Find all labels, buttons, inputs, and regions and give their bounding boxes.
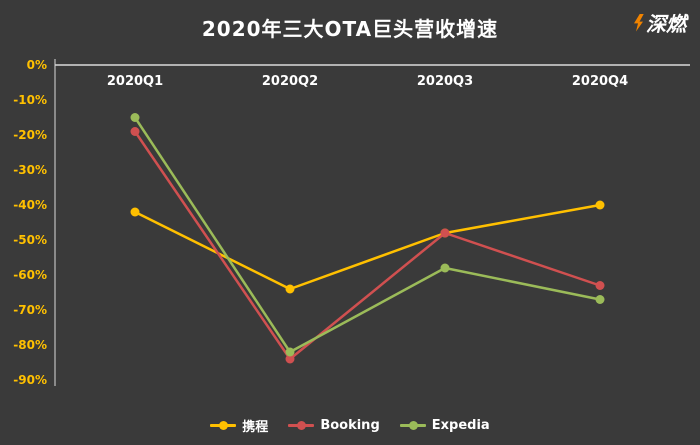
data-point-Expedia bbox=[440, 263, 450, 273]
chart-line-携程 bbox=[134, 203, 601, 291]
y-tick-label: -90% bbox=[13, 373, 47, 387]
y-tick-label: 0% bbox=[27, 58, 47, 72]
x-category-label: 2020Q4 bbox=[572, 74, 628, 89]
y-tick-label: -20% bbox=[13, 128, 47, 142]
x-category-label: 2020Q2 bbox=[262, 74, 318, 89]
data-point-Booking bbox=[595, 281, 605, 290]
data-point-Booking bbox=[130, 127, 140, 136]
data-point-携程 bbox=[130, 207, 140, 217]
chart-line-Expedia bbox=[133, 116, 601, 354]
legend-marker-icon bbox=[399, 421, 426, 430]
legend-item-携程: 携程 bbox=[210, 416, 268, 435]
y-tick-label: -80% bbox=[13, 338, 47, 352]
y-tick-label: -10% bbox=[13, 93, 47, 107]
data-point-Booking bbox=[440, 228, 450, 238]
chart-legend: 携程 Booking Expedia bbox=[0, 416, 700, 435]
legend-dot-icon bbox=[219, 421, 229, 430]
y-tick-label: -70% bbox=[13, 303, 47, 317]
legend-label: Booking bbox=[320, 418, 380, 433]
brand-logo: 深燃 bbox=[634, 8, 686, 37]
data-point-Expedia bbox=[285, 347, 295, 357]
brand-logo-text: 深燃 bbox=[646, 12, 686, 36]
legend-label: 携程 bbox=[242, 420, 269, 435]
legend-item-Expedia: Expedia bbox=[399, 418, 490, 433]
y-tick-label: -50% bbox=[13, 233, 47, 247]
data-point-携程 bbox=[595, 200, 605, 210]
legend-marker-icon bbox=[288, 421, 315, 430]
legend-dot-icon bbox=[297, 421, 307, 430]
legend-marker-icon bbox=[210, 421, 237, 430]
chart-title: 2020年三大OTA巨头营收增速 bbox=[201, 17, 499, 41]
data-point-Expedia bbox=[130, 113, 140, 122]
lightning-bolt-icon bbox=[634, 13, 644, 32]
chart-line-Booking bbox=[133, 130, 601, 361]
x-category-label: 2020Q1 bbox=[107, 74, 163, 89]
y-tick-label: -40% bbox=[13, 198, 47, 212]
y-tick-label: -60% bbox=[13, 268, 47, 282]
legend-dot-icon bbox=[408, 421, 418, 430]
data-point-Expedia bbox=[595, 295, 605, 304]
legend-label: Expedia bbox=[431, 418, 490, 433]
data-point-携程 bbox=[285, 284, 295, 294]
data-point-Booking bbox=[285, 354, 295, 364]
x-category-label: 2020Q3 bbox=[417, 74, 473, 89]
y-tick-label: -30% bbox=[13, 163, 47, 177]
legend-item-Booking: Booking bbox=[288, 418, 380, 433]
